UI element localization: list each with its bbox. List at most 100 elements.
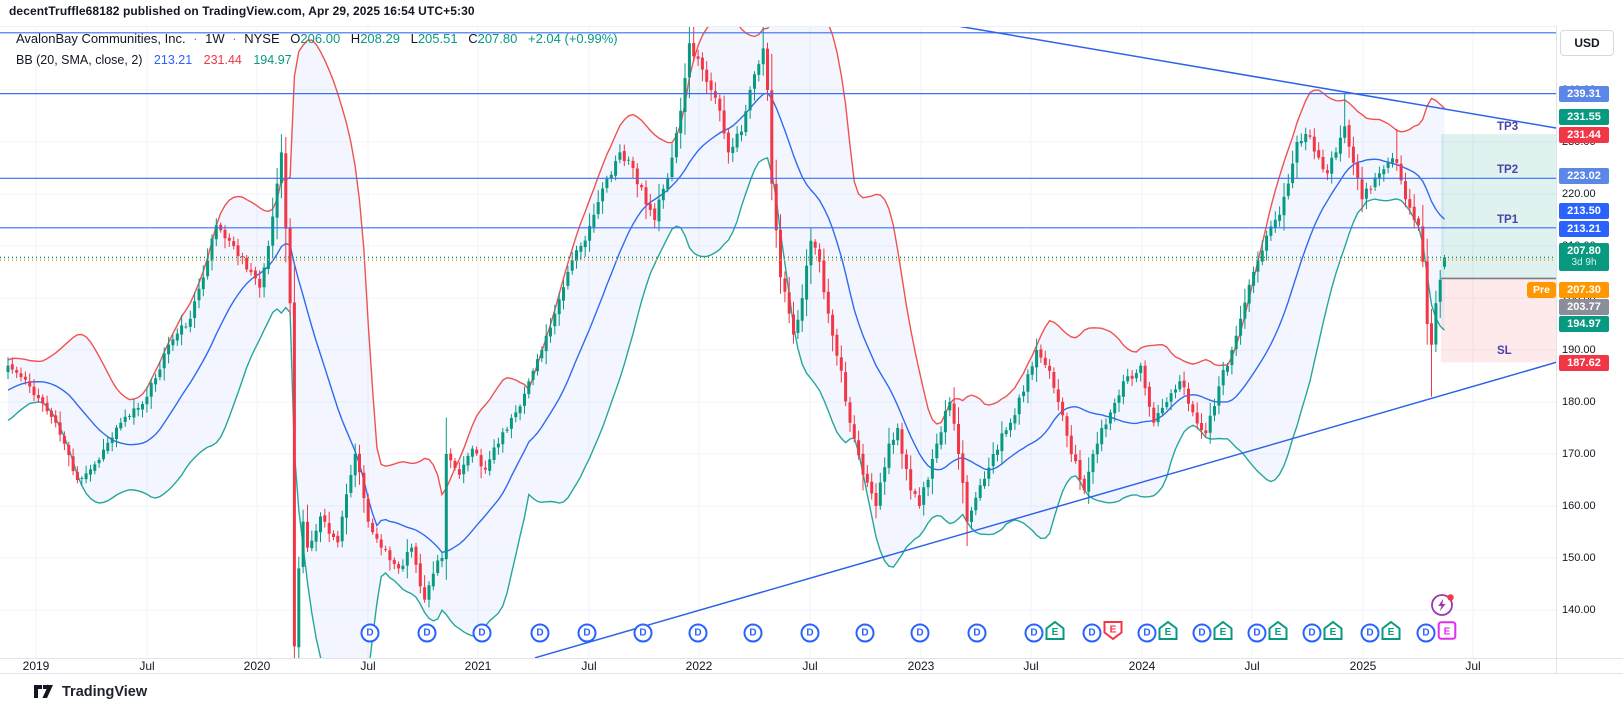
svg-text:E: E	[1220, 627, 1227, 638]
dividend-marker[interactable]: D	[633, 623, 653, 643]
time-tick: Jul	[360, 659, 376, 673]
earnings-marker-green[interactable]: E	[1213, 620, 1234, 646]
long-position-profit-zone[interactable]	[1441, 134, 1556, 279]
dividend-marker[interactable]: D	[1192, 623, 1212, 643]
time-tick: 2022	[685, 659, 713, 673]
price-tick: 170.00	[1562, 448, 1596, 460]
plot-bottom-border	[0, 658, 1623, 659]
dividend-marker[interactable]: D	[1247, 623, 1267, 643]
symbol-title[interactable]: AvalonBay Communities, Inc.	[16, 31, 186, 46]
price-tick: 220.00	[1562, 188, 1596, 200]
time-tick: 2019	[22, 659, 50, 673]
time-tick: Jul	[581, 659, 597, 673]
svg-text:E: E	[1052, 627, 1059, 638]
change-value: +2.04 (+0.99%)	[527, 31, 618, 46]
axis-separator	[1556, 26, 1557, 673]
earnings-marker-green[interactable]: E	[1323, 620, 1344, 646]
dividend-marker[interactable]: D	[967, 623, 987, 643]
publish-header: decentTruffle68182 published on TradingV…	[9, 4, 475, 18]
low-label: L	[410, 31, 418, 46]
trendline-descending[interactable]	[900, 16, 1556, 129]
candle-bodies-down[interactable]	[10, 43, 1433, 647]
sl-label: SL	[1497, 345, 1512, 357]
time-tick: Jul	[802, 659, 818, 673]
axis-price-label: 239.31	[1559, 86, 1609, 102]
currency-button[interactable]: USD	[1560, 30, 1614, 56]
interval-label[interactable]: 1W	[205, 31, 225, 46]
alert-lightning-icon[interactable]	[1431, 594, 1454, 616]
dividend-marker[interactable]: D	[1302, 623, 1322, 643]
dividend-marker[interactable]: D	[360, 623, 380, 643]
dividend-marker[interactable]: D	[1360, 623, 1380, 643]
svg-text:E: E	[1110, 625, 1117, 636]
dividend-marker[interactable]: D	[417, 623, 437, 643]
separator: ·	[193, 31, 198, 46]
bb-lower-line[interactable]	[7, 156, 1445, 708]
earnings-marker-red[interactable]: E	[1103, 620, 1124, 646]
time-tick: Jul	[1465, 659, 1481, 673]
open-value: 206.00	[300, 31, 341, 46]
svg-text:E: E	[1444, 626, 1451, 637]
axis-price-label: 223.02	[1559, 168, 1609, 184]
gridlines	[0, 26, 1556, 658]
axis-price-label: 213.21	[1559, 221, 1609, 237]
svg-text:E: E	[1165, 627, 1172, 638]
indicator-legend[interactable]: BB (20, SMA, close, 2) 213.21 231.44 194…	[16, 53, 292, 67]
dividend-marker[interactable]: D	[855, 623, 875, 643]
dividend-marker[interactable]: D	[1024, 623, 1044, 643]
time-tick: 2024	[1128, 659, 1156, 673]
tp3-label: TP3	[1497, 121, 1519, 133]
time-tick: 2025	[1349, 659, 1377, 673]
time-tick: Jul	[1023, 659, 1039, 673]
earnings-marker-green[interactable]: E	[1381, 620, 1402, 646]
earnings-marker-green[interactable]: E	[1158, 620, 1179, 646]
price-tick: 190.00	[1562, 344, 1596, 356]
earnings-marker-green[interactable]: E	[1045, 620, 1066, 646]
footer-border	[0, 673, 1623, 674]
time-tick: 2023	[907, 659, 935, 673]
close-label: C	[468, 31, 478, 46]
time-tick: 2021	[464, 659, 492, 673]
dividend-marker[interactable]: D	[472, 623, 492, 643]
bb-upper-line[interactable]	[7, 0, 1445, 497]
earnings-marker-magenta[interactable]: E	[1437, 620, 1458, 646]
bb-basis-line[interactable]	[7, 92, 1445, 554]
close-value: 207.80	[477, 31, 518, 46]
trendline-ascending[interactable]	[534, 361, 1556, 658]
price-tick: 150.00	[1562, 552, 1596, 564]
time-tick: Jul	[139, 659, 155, 673]
dividend-marker[interactable]: D	[1137, 623, 1157, 643]
plot-top-border	[0, 26, 1556, 27]
dividend-marker[interactable]: D	[1082, 623, 1102, 643]
axis-price-label: 207.30	[1559, 282, 1609, 298]
dividend-marker[interactable]: D	[743, 623, 763, 643]
dividend-marker[interactable]: D	[688, 623, 708, 643]
dividend-marker[interactable]: D	[800, 623, 820, 643]
axis-price-label: 213.50	[1559, 203, 1609, 219]
dividend-marker[interactable]: D	[530, 623, 550, 643]
time-tick: Jul	[1244, 659, 1260, 673]
tp2-label: TP2	[1497, 164, 1519, 176]
tradingview-logo[interactable]: TradingView	[33, 681, 147, 702]
dividend-marker[interactable]: D	[1416, 623, 1436, 643]
price-tick: 140.00	[1562, 604, 1596, 616]
axis-price-label: 231.44	[1559, 127, 1609, 143]
price-tick: 160.00	[1562, 500, 1596, 512]
separator: ·	[232, 31, 237, 46]
dividend-marker[interactable]: D	[910, 623, 930, 643]
axis-price-label: 203.77	[1559, 299, 1609, 315]
axis-price-label: 187.62	[1559, 355, 1609, 371]
axis-price-label: 207.80 3d 9h	[1559, 243, 1609, 271]
symbol-legend[interactable]: AvalonBay Communities, Inc. · 1W · NYSE …	[16, 31, 618, 46]
indicator-name[interactable]: BB (20, SMA, close, 2)	[16, 53, 143, 67]
low-value: 205.51	[417, 31, 458, 46]
svg-text:E: E	[1330, 627, 1337, 638]
open-label: O	[290, 31, 301, 46]
dividend-marker[interactable]: D	[577, 623, 597, 643]
time-tick: 2020	[243, 659, 271, 673]
tradingview-logo-text: TradingView	[62, 683, 148, 700]
earnings-marker-green[interactable]: E	[1268, 620, 1289, 646]
axis-price-label: 194.97	[1559, 316, 1609, 332]
